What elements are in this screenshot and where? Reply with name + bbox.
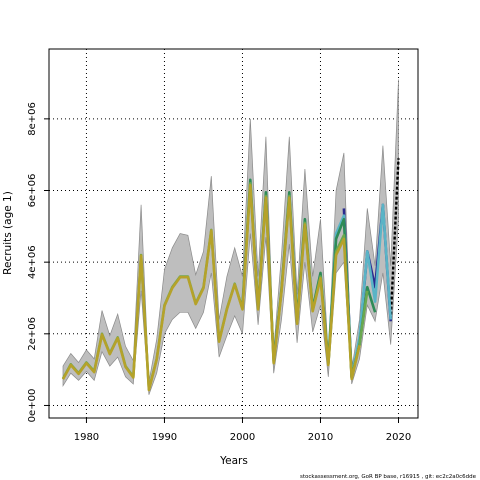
y-axis-label: Recruits (age 1) bbox=[2, 191, 14, 275]
series-line-0 bbox=[389, 158, 400, 320]
y-tick-label-0: 0e+00 bbox=[27, 389, 38, 423]
y-tick-label-2: 4e+06 bbox=[27, 245, 38, 279]
y-tick-label-4: 8e+06 bbox=[27, 102, 38, 136]
y-axis: 0e+00 2e+06 4e+06 6e+06 8e+06 bbox=[27, 102, 49, 422]
y-tick-label-1: 2e+06 bbox=[27, 317, 38, 351]
x-tick-label-2: 2000 bbox=[230, 432, 255, 443]
x-tick-label-4: 2020 bbox=[386, 432, 411, 443]
x-axis: 1980 1990 2000 2010 2020 bbox=[74, 418, 411, 443]
series-line-5 bbox=[61, 183, 361, 392]
plot-frame bbox=[48, 48, 419, 419]
confidence-band-layer bbox=[62, 79, 399, 395]
footer-credit: stockassessment.org, GoR BP base, r16915… bbox=[300, 474, 477, 480]
confidence-band bbox=[62, 79, 399, 395]
y-tick-label-3: 6e+06 bbox=[27, 174, 38, 208]
series-lines-layer bbox=[61, 158, 400, 392]
x-tick-label-3: 2010 bbox=[308, 432, 333, 443]
x-tick-label-1: 1990 bbox=[152, 432, 177, 443]
x-axis-label: Years bbox=[219, 455, 248, 467]
x-tick-label-0: 1980 bbox=[74, 432, 99, 443]
grid-lines bbox=[49, 49, 418, 418]
